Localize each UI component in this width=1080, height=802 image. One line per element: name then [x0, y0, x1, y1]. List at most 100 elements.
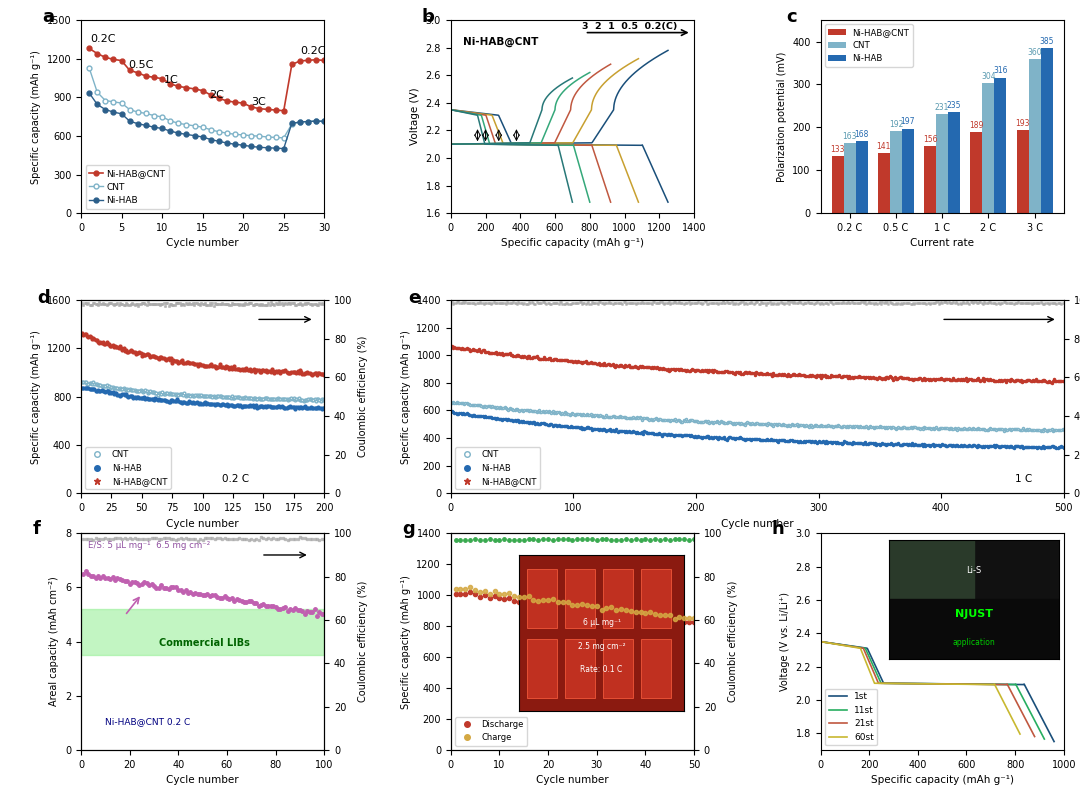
Text: 141: 141 — [877, 141, 891, 151]
Bar — [995, 78, 1007, 213]
X-axis label: Cycle number: Cycle number — [166, 238, 239, 249]
CNT — [213, 127, 226, 136]
Discharge — [527, 599, 540, 609]
Bar — [1016, 131, 1028, 213]
Discharge — [531, 601, 544, 610]
Ni-HAB — [261, 143, 274, 152]
Charge — [541, 534, 554, 544]
Charge — [463, 535, 476, 545]
Discharge — [492, 593, 505, 603]
Y-axis label: Specific capacity (mAh g⁻¹): Specific capacity (mAh g⁻¹) — [31, 50, 41, 184]
CNT — [92, 380, 105, 390]
Text: Ni-HAB@CNT: Ni-HAB@CNT — [463, 37, 538, 47]
21st — [814, 637, 827, 646]
Discharge — [605, 607, 618, 617]
60st — [1009, 720, 1022, 730]
CNT — [314, 396, 327, 406]
Ni-HAB@CNT — [297, 369, 310, 379]
Ni-HAB@CNT — [446, 342, 459, 351]
Ni-HAB@CNT — [285, 59, 298, 69]
Text: 0.2 C: 0.2 C — [222, 474, 249, 484]
Text: E/S: 5 μL mg⁻¹  6.5 mg cm⁻²: E/S: 5 μL mg⁻¹ 6.5 mg cm⁻² — [89, 541, 211, 550]
Bar — [843, 144, 855, 213]
CNT — [197, 123, 210, 132]
CNT — [188, 121, 201, 131]
CNT — [778, 420, 791, 430]
Ni-HAB — [446, 406, 459, 415]
1st — [1005, 679, 1018, 689]
Discharge — [663, 614, 676, 624]
Charge — [478, 535, 491, 545]
Charge — [678, 534, 691, 544]
60st — [977, 679, 990, 689]
Charge — [508, 535, 521, 545]
Ni-HAB — [172, 128, 185, 138]
Discharge — [639, 612, 652, 622]
Text: 133: 133 — [831, 145, 845, 154]
Ni-HAB@CNT — [810, 372, 823, 382]
Line: 21st: 21st — [821, 642, 1035, 736]
Legend: 1st, 11st, 21st, 60st: 1st, 11st, 21st, 60st — [825, 689, 877, 745]
Discharge — [581, 604, 594, 614]
Charge — [620, 535, 633, 545]
Ni-HAB — [810, 438, 823, 448]
Charge — [615, 535, 627, 545]
Charge — [551, 534, 564, 544]
Charge — [473, 535, 486, 545]
CNT — [123, 105, 136, 115]
Line: 11st: 11st — [821, 642, 1044, 739]
Ni-HAB — [188, 131, 201, 140]
Ni-HAB — [148, 123, 161, 132]
Bar — [1041, 48, 1053, 213]
Discharge — [522, 596, 535, 606]
Ni-HAB — [122, 392, 135, 402]
CNT — [307, 395, 320, 405]
Text: 163: 163 — [842, 132, 856, 141]
Y-axis label: Voltage (V): Voltage (V) — [410, 87, 420, 145]
Discharge — [576, 604, 589, 614]
Ni-HAB — [99, 105, 112, 115]
Text: 197: 197 — [901, 117, 915, 127]
Discharge — [683, 618, 696, 627]
Y-axis label: Coulombic efficiency (%): Coulombic efficiency (%) — [357, 581, 368, 703]
Text: 189: 189 — [969, 121, 984, 130]
11st — [1038, 735, 1051, 744]
Line: CNT: CNT — [86, 65, 326, 140]
Line: 60st: 60st — [821, 642, 1020, 734]
Ni-HAB@CNT — [76, 329, 89, 338]
X-axis label: Cycle number: Cycle number — [721, 519, 794, 529]
Ni-HAB@CNT — [123, 66, 136, 75]
Ni-HAB — [740, 435, 753, 444]
CNT — [741, 418, 754, 427]
Ni-HAB — [139, 120, 152, 130]
Text: 3C: 3C — [252, 97, 266, 107]
Bar — [948, 112, 960, 213]
Ni-HAB — [1057, 444, 1070, 453]
CNT — [253, 132, 266, 141]
Discharge — [620, 609, 633, 618]
Charge — [492, 535, 505, 545]
11st — [935, 679, 948, 689]
Line: Ni-HAB@CNT: Ni-HAB@CNT — [451, 346, 1065, 383]
Ni-HAB@CNT — [253, 103, 266, 113]
Discharge — [595, 609, 608, 618]
CNT — [204, 125, 217, 135]
Discharge — [463, 587, 476, 597]
Discharge — [478, 590, 491, 600]
Text: 2C: 2C — [210, 90, 224, 100]
CNT — [261, 132, 274, 142]
Text: 156: 156 — [923, 135, 937, 144]
Ni-HAB@CNT — [204, 90, 217, 99]
Discharge — [634, 612, 647, 622]
CNT — [310, 116, 323, 126]
11st — [920, 678, 933, 688]
Line: Ni-HAB: Ni-HAB — [86, 91, 326, 151]
Charge — [659, 534, 672, 544]
Ni-HAB — [245, 142, 258, 152]
1st — [1048, 737, 1061, 747]
Ni-HAB@CNT — [947, 374, 960, 383]
CNT — [269, 132, 282, 142]
21st — [930, 679, 943, 689]
Charge — [673, 534, 686, 544]
Ni-HAB@CNT — [237, 99, 249, 108]
